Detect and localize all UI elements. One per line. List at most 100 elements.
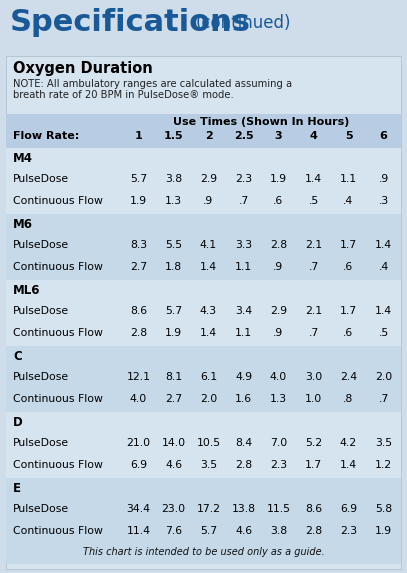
Text: 1.6: 1.6 [235, 394, 252, 404]
Text: 12.1: 12.1 [127, 372, 151, 382]
Text: Oxygen Duration: Oxygen Duration [13, 61, 153, 76]
Text: 8.6: 8.6 [305, 504, 322, 514]
Text: Use Times (Shown In Hours): Use Times (Shown In Hours) [173, 117, 349, 127]
Text: .4: .4 [379, 262, 389, 272]
Text: 5.8: 5.8 [375, 504, 392, 514]
Text: .4: .4 [344, 196, 354, 206]
Text: 5.2: 5.2 [305, 438, 322, 448]
Text: 6.1: 6.1 [200, 372, 217, 382]
Text: .7: .7 [239, 196, 249, 206]
Text: 8.3: 8.3 [130, 240, 147, 250]
Text: 34.4: 34.4 [127, 504, 151, 514]
Text: 1.4: 1.4 [200, 328, 217, 338]
Text: PulseDose: PulseDose [13, 240, 69, 250]
Text: Continuous Flow: Continuous Flow [13, 460, 103, 470]
Text: 5: 5 [345, 131, 352, 141]
Text: 3.0: 3.0 [305, 372, 322, 382]
Text: 3.3: 3.3 [235, 240, 252, 250]
Text: 2.7: 2.7 [165, 394, 182, 404]
Text: 2.0: 2.0 [375, 372, 392, 382]
Text: 3.8: 3.8 [270, 526, 287, 536]
Text: Specifications: Specifications [10, 8, 251, 37]
Text: 1.4: 1.4 [340, 460, 357, 470]
Text: .7: .7 [309, 328, 319, 338]
Bar [6, 544, 401, 564]
Text: 1.4: 1.4 [375, 240, 392, 250]
Text: 3.5: 3.5 [375, 438, 392, 448]
Text: .7: .7 [379, 394, 389, 404]
Text: .8: .8 [344, 394, 354, 404]
Text: 3.4: 3.4 [235, 306, 252, 316]
Text: (continued): (continued) [196, 14, 291, 32]
Text: 5.7: 5.7 [130, 174, 147, 184]
Text: 2: 2 [205, 131, 212, 141]
Text: 2.4: 2.4 [340, 372, 357, 382]
Text: 4.2: 4.2 [340, 438, 357, 448]
Text: 7.0: 7.0 [270, 438, 287, 448]
Text: D: D [13, 416, 23, 429]
Text: 5.7: 5.7 [165, 306, 182, 316]
Text: .9: .9 [274, 262, 284, 272]
Text: Flow Rate:: Flow Rate: [13, 131, 79, 141]
Text: 6.9: 6.9 [340, 504, 357, 514]
Text: 2.0: 2.0 [200, 394, 217, 404]
Text: E: E [13, 482, 21, 495]
Text: 8.4: 8.4 [235, 438, 252, 448]
Text: 1.9: 1.9 [165, 328, 182, 338]
Text: 1.5: 1.5 [164, 131, 183, 141]
Bar [6, 214, 401, 280]
Text: .7: .7 [309, 262, 319, 272]
Text: 8.1: 8.1 [165, 372, 182, 382]
Text: 1.9: 1.9 [375, 526, 392, 536]
Text: 17.2: 17.2 [197, 504, 221, 514]
Text: PulseDose: PulseDose [13, 438, 69, 448]
Text: Continuous Flow: Continuous Flow [13, 196, 103, 206]
Text: .6: .6 [344, 262, 354, 272]
Bar [6, 56, 401, 569]
Text: .3: .3 [379, 196, 389, 206]
Text: 1.7: 1.7 [305, 460, 322, 470]
Text: 2.9: 2.9 [200, 174, 217, 184]
Text: M4: M4 [13, 152, 33, 165]
Text: 4.0: 4.0 [270, 372, 287, 382]
Text: 5.7: 5.7 [200, 526, 217, 536]
Text: 4.6: 4.6 [235, 526, 252, 536]
Text: Continuous Flow: Continuous Flow [13, 262, 103, 272]
Text: .9: .9 [274, 328, 284, 338]
Text: PulseDose: PulseDose [13, 504, 69, 514]
Text: 2.3: 2.3 [340, 526, 357, 536]
Text: 4.0: 4.0 [130, 394, 147, 404]
Text: 1.3: 1.3 [270, 394, 287, 404]
Text: 4.1: 4.1 [200, 240, 217, 250]
Bar [6, 346, 401, 412]
Text: 1.9: 1.9 [130, 196, 147, 206]
Text: .5: .5 [379, 328, 389, 338]
Text: 7.6: 7.6 [165, 526, 182, 536]
Text: 2.1: 2.1 [305, 240, 322, 250]
Bar [6, 412, 401, 478]
Text: 3.5: 3.5 [200, 460, 217, 470]
Text: Continuous Flow: Continuous Flow [13, 328, 103, 338]
Text: 3.8: 3.8 [165, 174, 182, 184]
Text: 1.7: 1.7 [340, 240, 357, 250]
Text: 2.3: 2.3 [270, 460, 287, 470]
Text: .9: .9 [379, 174, 389, 184]
Text: .9: .9 [204, 196, 214, 206]
Text: 2.3: 2.3 [235, 174, 252, 184]
Text: 6.9: 6.9 [130, 460, 147, 470]
Text: PulseDose: PulseDose [13, 372, 69, 382]
Text: 1: 1 [135, 131, 142, 141]
Text: 1.0: 1.0 [305, 394, 322, 404]
Text: 21.0: 21.0 [127, 438, 151, 448]
Text: 11.5: 11.5 [267, 504, 291, 514]
Text: NOTE: All ambulatory ranges are calculated assuming a: NOTE: All ambulatory ranges are calculat… [13, 79, 292, 89]
Text: 1.4: 1.4 [200, 262, 217, 272]
Text: M6: M6 [13, 218, 33, 231]
Text: 2.5: 2.5 [234, 131, 253, 141]
Bar [0, 0, 407, 52]
Bar [6, 114, 401, 148]
Text: 3: 3 [275, 131, 282, 141]
Text: 1.1: 1.1 [235, 328, 252, 338]
Text: 8.6: 8.6 [130, 306, 147, 316]
Text: 2.8: 2.8 [130, 328, 147, 338]
